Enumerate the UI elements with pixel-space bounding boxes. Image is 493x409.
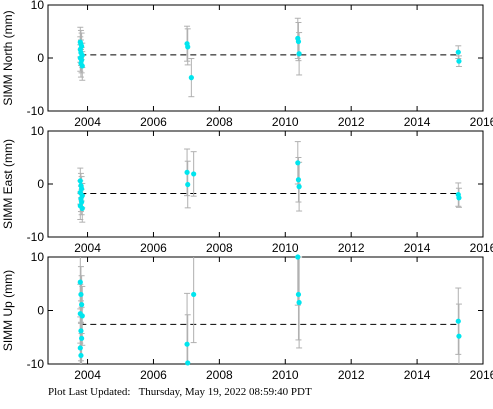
data-point	[79, 63, 85, 69]
data-point	[77, 279, 83, 285]
y-tick-label: 10	[31, 0, 45, 12]
plot-frame	[47, 256, 484, 365]
x-tick-label: 2016	[470, 241, 493, 255]
data-point	[456, 333, 462, 339]
x-tick-label: 2006	[140, 115, 167, 129]
data-point	[77, 178, 83, 184]
data-point	[296, 51, 302, 57]
data-point	[295, 291, 302, 298]
data-point	[295, 177, 302, 183]
data-point	[295, 38, 302, 45]
data-point	[456, 58, 462, 64]
y-tick-label: 0	[37, 51, 44, 65]
data-point	[455, 318, 461, 324]
x-tick-label: 2010	[272, 241, 299, 255]
data-point	[77, 345, 83, 351]
x-tick-label: 2004	[74, 115, 101, 129]
y-tick-label: -10	[27, 230, 45, 244]
y-tick-label: 0	[37, 177, 44, 191]
x-tick-label: 2008	[206, 368, 233, 382]
plot-frame	[47, 4, 484, 112]
data-point	[295, 160, 301, 166]
footer: Plot Last Updated: Thursday, May 19, 202…	[48, 386, 312, 398]
data-point	[79, 335, 85, 341]
data-point	[79, 302, 85, 308]
data-point	[78, 352, 84, 359]
x-tick-label: 2010	[272, 368, 299, 382]
footer-label: Plot Last Updated:	[48, 386, 131, 398]
data-point	[456, 195, 462, 201]
data-point	[296, 184, 302, 190]
panel-2: 2004 2006 2008 2010 2012 2014 2016 -10 0 10 SIMM E…	[1, 124, 493, 255]
data-point	[185, 44, 191, 50]
y-axis-label: SIMM Up (mm)	[1, 270, 15, 351]
x-tick-label: 2004	[74, 368, 101, 382]
y-tick-label: 10	[31, 124, 45, 138]
data-point	[191, 291, 197, 298]
data-point	[185, 360, 191, 366]
panel-3: 2004 2006 2008 2010 2012 2014 2016 -10 0 10 SIMM U…	[1, 250, 493, 382]
panel-1: 2004 2006 2008 2010 2012 2014 2016 -10 0 10 SIMM N…	[1, 0, 493, 129]
x-tick-label: 2006	[140, 241, 167, 255]
x-tick-label: 2010	[272, 115, 299, 129]
x-tick-label: 2016	[470, 368, 493, 382]
data-point	[78, 291, 84, 298]
data-point	[188, 75, 194, 81]
y-axis-label: SIMM North (mm)	[1, 10, 15, 105]
data-point	[185, 181, 191, 188]
x-tick-label: 2012	[338, 115, 365, 129]
x-tick-label: 2012	[338, 368, 365, 382]
y-tick-label: -10	[27, 104, 45, 118]
data-point	[79, 205, 85, 211]
x-tick-label: 2008	[206, 241, 233, 255]
y-axis-label: SIMM East (mm)	[1, 139, 15, 229]
x-tick-label: 2014	[404, 115, 431, 129]
data-point	[78, 328, 84, 334]
data-point	[455, 49, 461, 55]
x-tick-label: 2004	[74, 241, 101, 255]
data-point	[296, 299, 302, 306]
data-point	[79, 313, 85, 319]
data-point	[184, 341, 190, 347]
x-tick-label: 2012	[338, 241, 365, 255]
footer-timestamp: Thursday, May 19, 2022 08:59:40 PDT	[138, 386, 312, 398]
data-point	[295, 254, 301, 260]
x-tick-label: 2014	[404, 368, 431, 382]
x-tick-label: 2016	[470, 115, 493, 129]
y-tick-label: 0	[37, 304, 44, 318]
x-tick-label: 2014	[404, 241, 431, 255]
plot-frame	[47, 130, 484, 238]
data-point	[191, 171, 197, 177]
x-tick-label: 2008	[206, 115, 233, 129]
y-tick-label: 10	[31, 250, 45, 264]
y-tick-label: -10	[27, 357, 45, 371]
x-tick-label: 2006	[140, 368, 167, 382]
data-point	[184, 169, 190, 175]
